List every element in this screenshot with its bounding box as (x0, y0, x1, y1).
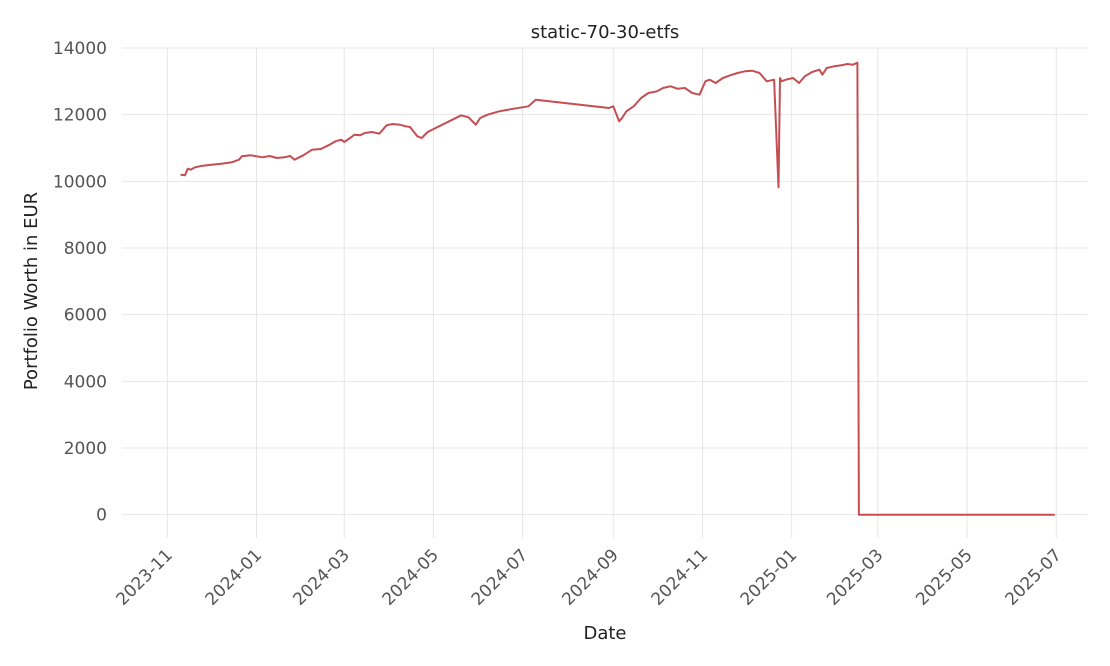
x-tick-label: 2024-11 (648, 545, 712, 609)
y-tick-label: 8000 (64, 239, 107, 259)
tick-labels: 0 2000 4000 6000 8000 10000 12000 14000 2023-11 2… (53, 39, 1066, 610)
y-axis-label: Portfolio Worth in EUR (21, 192, 42, 390)
x-tick-label: 2024-09 (558, 545, 622, 609)
x-tick-label: 2025-01 (737, 545, 801, 609)
x-tick-label: 2024-03 (289, 545, 353, 609)
series-layer (180, 61, 1055, 516)
x-tick-label: 2025-03 (823, 545, 887, 609)
y-tick-label: 4000 (64, 372, 107, 392)
y-tick-label: 14000 (53, 39, 107, 59)
y-tick-label: 2000 (64, 439, 107, 459)
x-tick-label: 2024-07 (468, 545, 532, 609)
y-tick-label: 0 (96, 506, 107, 526)
y-tick-label: 6000 (64, 306, 107, 326)
x-axis-label: Date (583, 623, 626, 644)
x-tick-label: 2024-05 (379, 545, 443, 609)
series-line (180, 61, 1055, 516)
x-tick-label: 2024-01 (202, 545, 266, 609)
y-tick-label: 10000 (53, 172, 107, 192)
x-tick-label: 2025-07 (1001, 545, 1065, 609)
y-tick-label: 12000 (53, 106, 107, 126)
grid-lines (122, 47, 1087, 538)
x-tick-label: 2023-11 (112, 545, 176, 609)
x-tick-label: 2025-05 (912, 545, 976, 609)
chart-title: static-70-30-etfs (531, 22, 680, 43)
